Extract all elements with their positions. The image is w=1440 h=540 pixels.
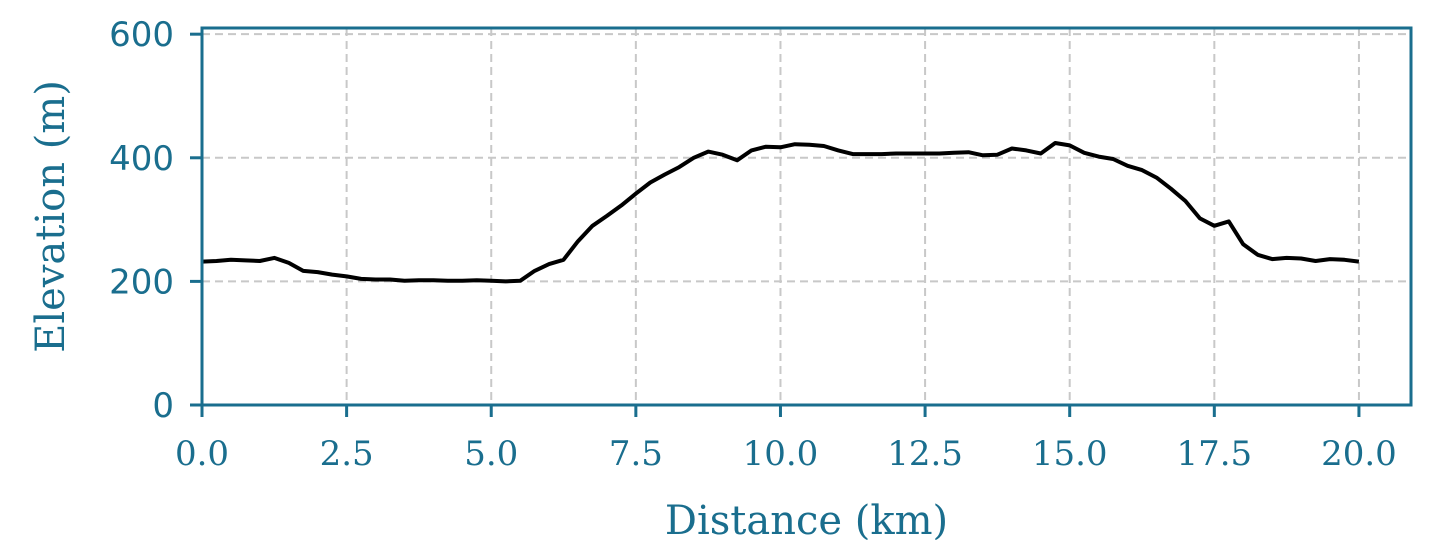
y-tick-label: 200 xyxy=(109,262,174,302)
axes-frame xyxy=(200,26,1413,407)
y-tick-label: 400 xyxy=(109,139,174,179)
ticks: 0.0 2.5 5.0 7.5 10.0 12.5 15.0 17.5 20.0 0 200 400 6… xyxy=(109,15,1397,474)
plot-area xyxy=(201,141,1360,284)
x-tick-label: 12.5 xyxy=(887,434,963,474)
x-tick-label: 0.0 xyxy=(175,434,229,474)
grid xyxy=(201,28,1411,406)
y-axis-label: Elevation (m) xyxy=(28,80,74,353)
x-tick-label: 20.0 xyxy=(1321,434,1397,474)
y-tick-label: 600 xyxy=(109,15,174,55)
x-tick-label: 5.0 xyxy=(464,434,518,474)
x-tick-label: 15.0 xyxy=(1032,434,1108,474)
x-tick-label: 2.5 xyxy=(320,434,374,474)
elevation-line xyxy=(201,141,1360,284)
x-axis-label: Distance (km) xyxy=(665,498,948,540)
x-tick-label: 7.5 xyxy=(609,434,663,474)
x-tick-label: 10.0 xyxy=(743,434,819,474)
x-tick-label: 17.5 xyxy=(1176,434,1252,474)
y-tick-label: 0 xyxy=(152,386,174,426)
